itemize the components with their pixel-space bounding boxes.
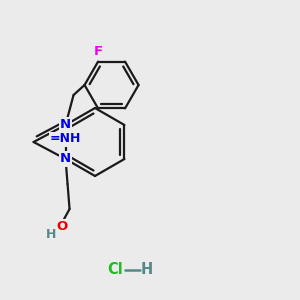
Text: N: N	[60, 118, 71, 131]
Text: H: H	[46, 227, 57, 241]
Text: N: N	[60, 152, 71, 166]
Text: O: O	[56, 220, 67, 233]
Text: H: H	[141, 262, 153, 278]
Text: F: F	[94, 45, 103, 58]
Text: Cl: Cl	[107, 262, 123, 278]
Text: =NH: =NH	[50, 133, 81, 146]
